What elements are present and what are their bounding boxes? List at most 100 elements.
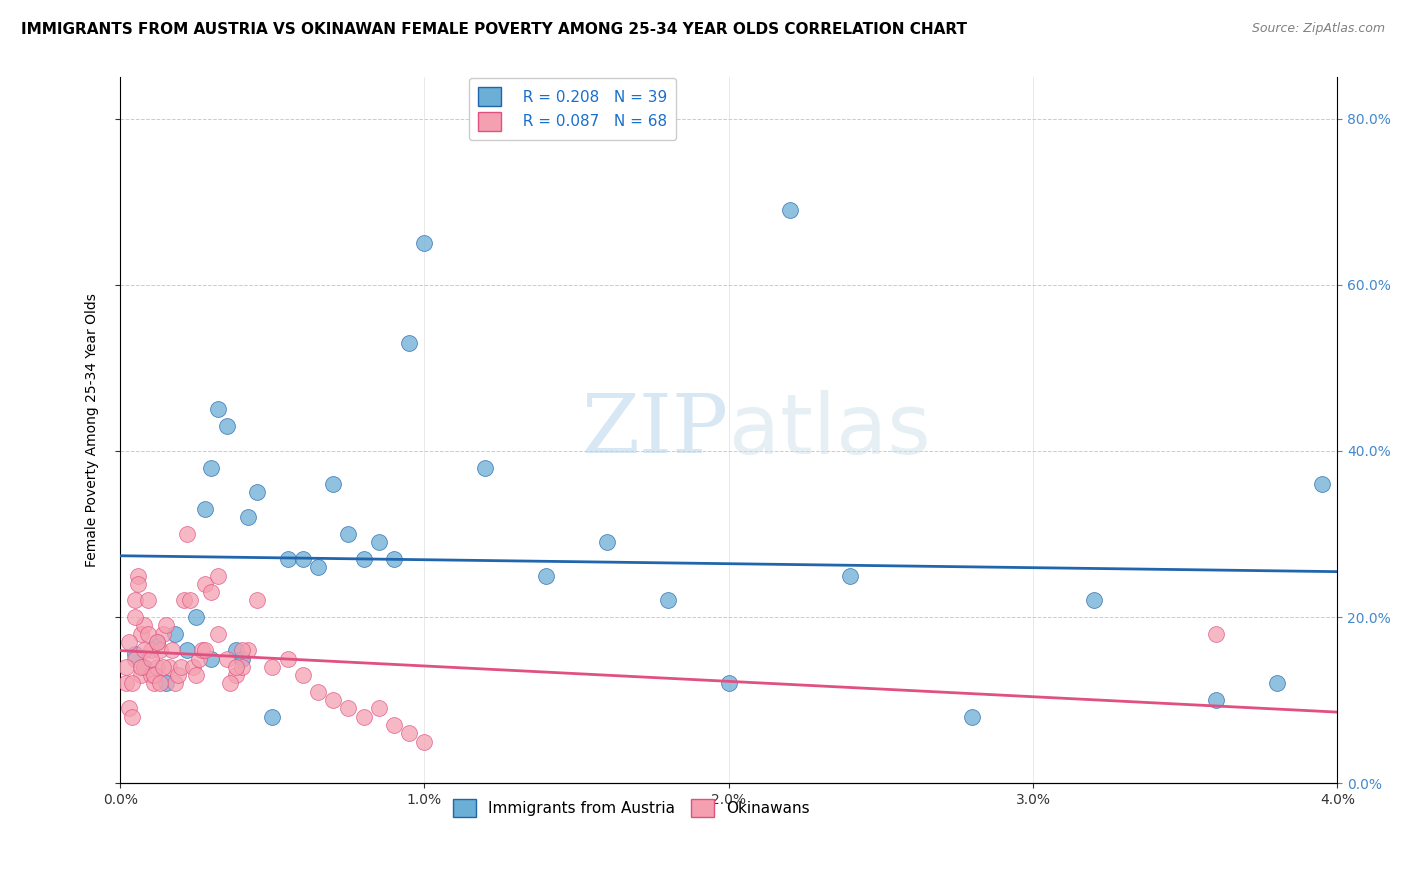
Point bbox=[1083, 593, 1105, 607]
Point bbox=[398, 726, 420, 740]
Point bbox=[262, 660, 284, 674]
Point bbox=[246, 485, 269, 500]
Point bbox=[207, 402, 229, 417]
Point bbox=[839, 568, 862, 582]
Point bbox=[163, 676, 186, 690]
Point bbox=[596, 535, 619, 549]
Point bbox=[200, 651, 222, 665]
Point bbox=[134, 660, 156, 674]
Point bbox=[118, 635, 141, 649]
Point bbox=[145, 635, 167, 649]
Point bbox=[157, 660, 180, 674]
Point bbox=[307, 684, 329, 698]
Point bbox=[163, 626, 186, 640]
Point bbox=[134, 660, 156, 674]
Legend: Immigrants from Austria, Okinawans: Immigrants from Austria, Okinawans bbox=[446, 791, 817, 825]
Point bbox=[225, 643, 247, 657]
Point bbox=[307, 560, 329, 574]
Point bbox=[149, 643, 172, 657]
Point bbox=[231, 660, 253, 674]
Point bbox=[194, 643, 217, 657]
Point bbox=[474, 460, 496, 475]
Point bbox=[194, 502, 217, 516]
Point bbox=[215, 419, 238, 434]
Point bbox=[207, 626, 229, 640]
Point bbox=[173, 593, 195, 607]
Point bbox=[131, 660, 153, 674]
Point bbox=[191, 643, 214, 657]
Point bbox=[779, 203, 801, 218]
Point bbox=[231, 643, 253, 657]
Point bbox=[367, 701, 389, 715]
Point bbox=[152, 626, 174, 640]
Point bbox=[960, 709, 983, 723]
Point bbox=[121, 709, 143, 723]
Point bbox=[215, 651, 238, 665]
Point bbox=[291, 552, 314, 566]
Text: Source: ZipAtlas.com: Source: ZipAtlas.com bbox=[1251, 22, 1385, 36]
Point bbox=[322, 693, 344, 707]
Point bbox=[657, 593, 679, 607]
Point bbox=[152, 660, 174, 674]
Point bbox=[136, 593, 159, 607]
Point bbox=[717, 676, 740, 690]
Point bbox=[121, 676, 143, 690]
Point bbox=[115, 660, 138, 674]
Point bbox=[382, 718, 405, 732]
Point bbox=[167, 668, 190, 682]
Point bbox=[142, 668, 165, 682]
Point bbox=[181, 660, 204, 674]
Point bbox=[176, 643, 198, 657]
Point bbox=[194, 576, 217, 591]
Point bbox=[145, 635, 167, 649]
Point bbox=[1265, 676, 1288, 690]
Point bbox=[246, 593, 269, 607]
Point bbox=[236, 643, 259, 657]
Point bbox=[139, 651, 162, 665]
Point bbox=[127, 576, 149, 591]
Point bbox=[353, 552, 375, 566]
Point bbox=[131, 668, 153, 682]
Point bbox=[398, 336, 420, 351]
Point bbox=[236, 510, 259, 524]
Point bbox=[382, 552, 405, 566]
Point bbox=[134, 618, 156, 632]
Point bbox=[179, 593, 201, 607]
Point bbox=[155, 618, 177, 632]
Point bbox=[118, 701, 141, 715]
Point bbox=[231, 651, 253, 665]
Point bbox=[139, 668, 162, 682]
Text: IMMIGRANTS FROM AUSTRIA VS OKINAWAN FEMALE POVERTY AMONG 25-34 YEAR OLDS CORRELA: IMMIGRANTS FROM AUSTRIA VS OKINAWAN FEMA… bbox=[21, 22, 967, 37]
Point bbox=[218, 676, 240, 690]
Point bbox=[353, 709, 375, 723]
Point bbox=[124, 651, 146, 665]
Point bbox=[322, 477, 344, 491]
Text: atlas: atlas bbox=[728, 390, 931, 471]
Point bbox=[186, 668, 208, 682]
Point bbox=[124, 593, 146, 607]
Y-axis label: Female Poverty Among 25-34 Year Olds: Female Poverty Among 25-34 Year Olds bbox=[86, 293, 100, 567]
Point bbox=[225, 660, 247, 674]
Point bbox=[1205, 693, 1227, 707]
Point bbox=[337, 701, 360, 715]
Point bbox=[142, 676, 165, 690]
Point bbox=[127, 568, 149, 582]
Point bbox=[262, 709, 284, 723]
Point bbox=[1310, 477, 1333, 491]
Point bbox=[337, 527, 360, 541]
Point bbox=[134, 643, 156, 657]
Point bbox=[186, 610, 208, 624]
Point bbox=[124, 648, 146, 662]
Point bbox=[1205, 626, 1227, 640]
Point bbox=[225, 668, 247, 682]
Point bbox=[200, 460, 222, 475]
Point bbox=[534, 568, 557, 582]
Point bbox=[160, 643, 183, 657]
Point bbox=[155, 676, 177, 690]
Point bbox=[207, 568, 229, 582]
Point bbox=[276, 651, 298, 665]
Point bbox=[413, 236, 436, 251]
Point bbox=[188, 651, 211, 665]
Point bbox=[136, 626, 159, 640]
Point bbox=[145, 660, 167, 674]
